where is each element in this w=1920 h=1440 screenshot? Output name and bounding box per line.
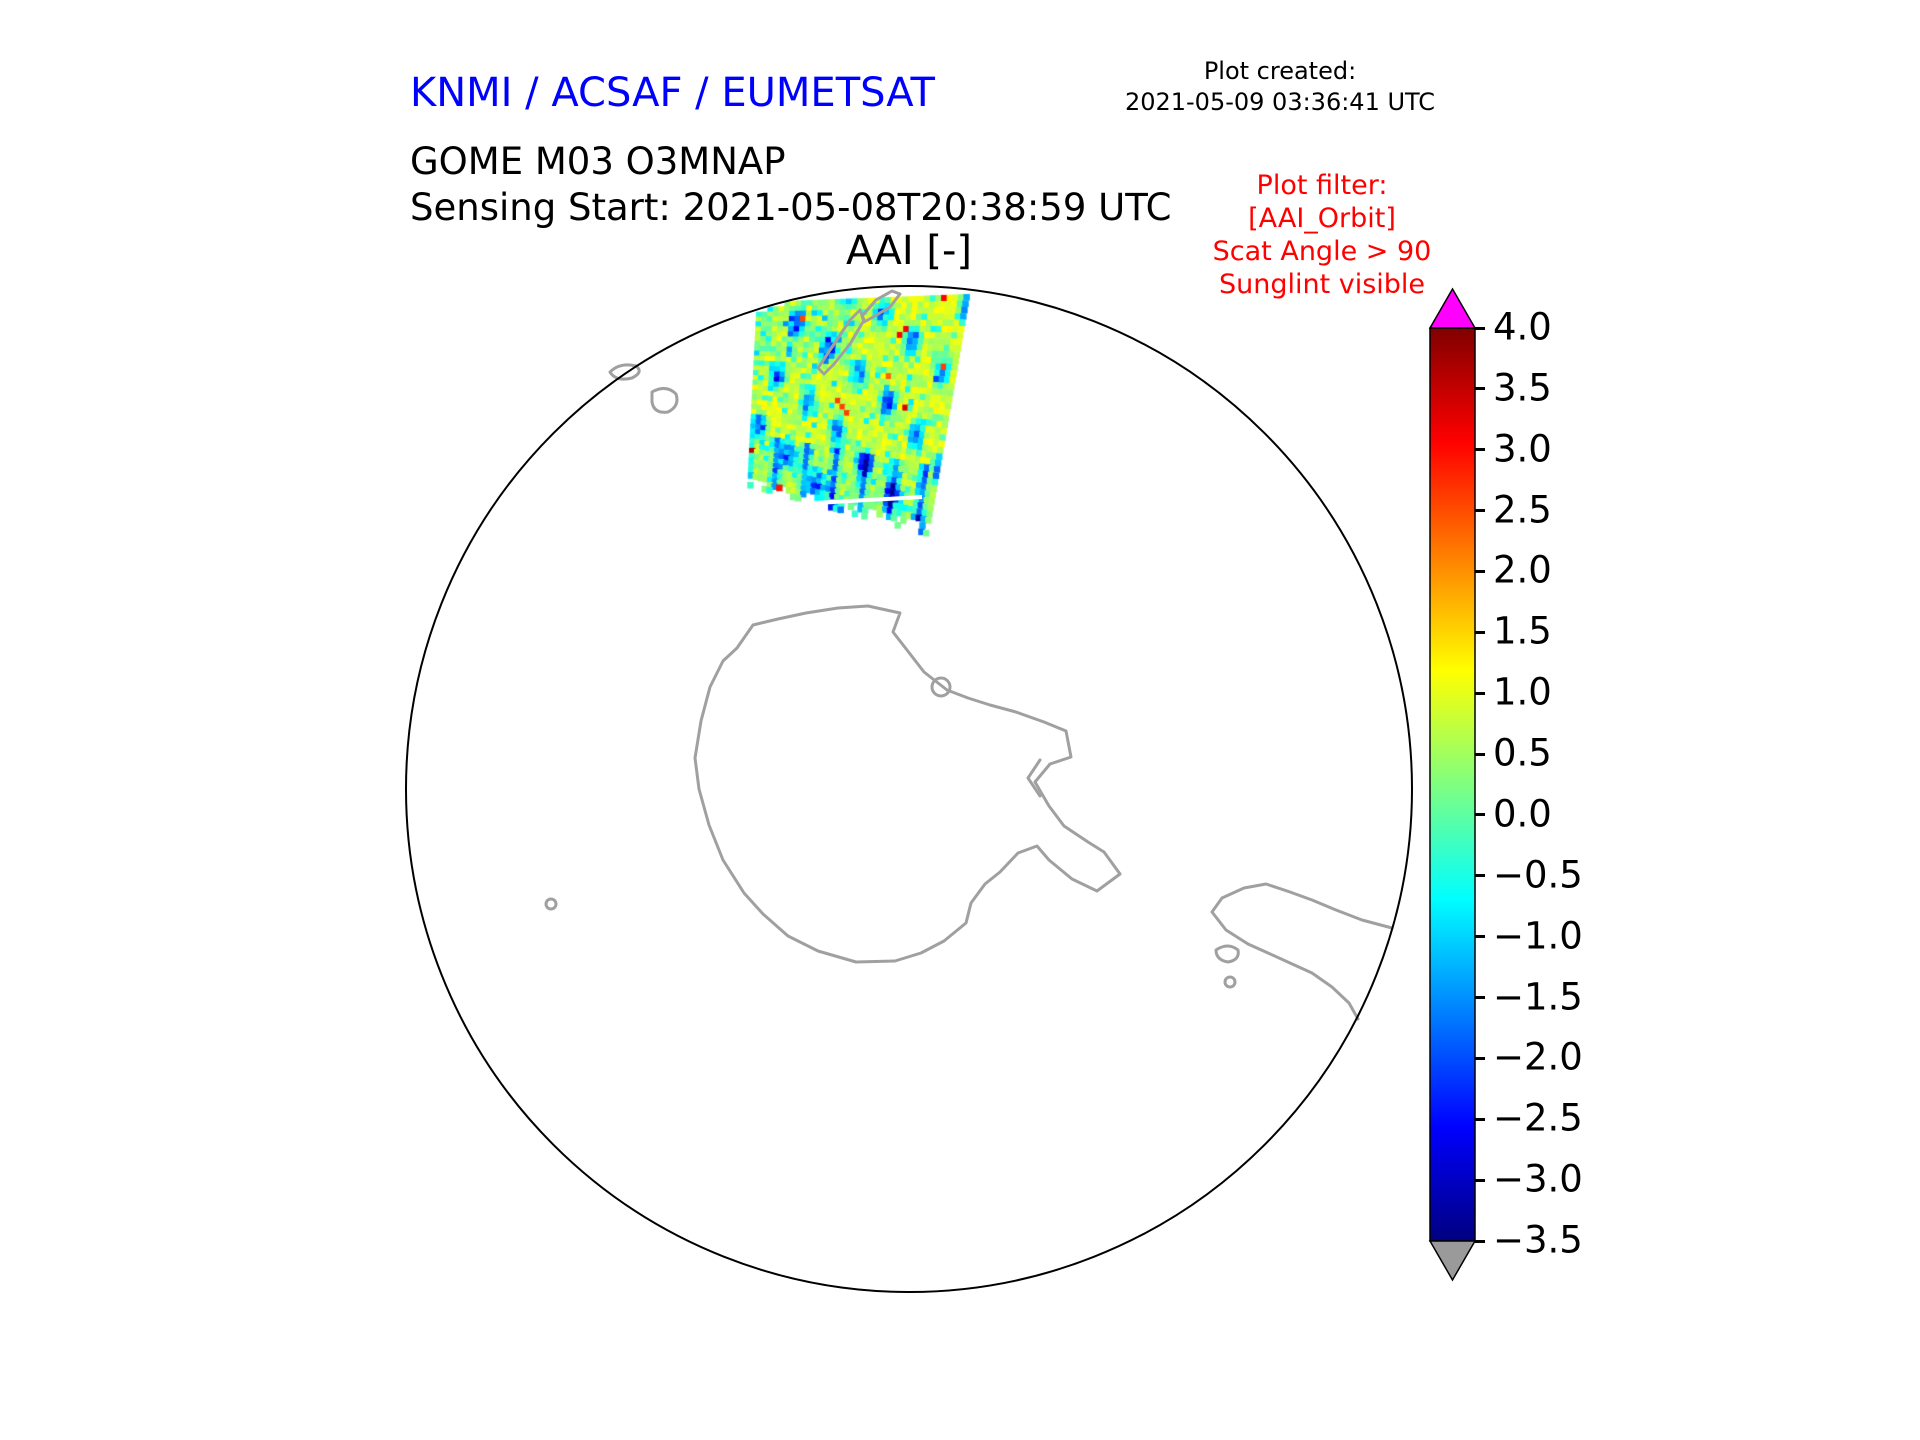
plot-filter-line-3: Sunglint visible — [1218, 268, 1426, 300]
sensing-start-label: Sensing Start: 2021-05-08T20:38:59 UTC — [410, 186, 1172, 229]
colorbar-under-arrow — [1428, 1240, 1477, 1282]
colorbar-tick-mark — [1475, 1239, 1485, 1243]
colorbar-tick-mark — [1475, 1056, 1485, 1060]
colorbar-tick-mark — [1475, 874, 1485, 878]
coastline-small-island-2 — [544, 897, 558, 911]
map-boundary-circle — [405, 285, 1413, 1293]
colorbar-tick-label: 1.5 — [1493, 609, 1552, 653]
colorbar-tick-label: −3.0 — [1493, 1157, 1583, 1201]
coastline-antarctica — [693, 604, 1122, 964]
colorbar-tick-mark — [1475, 1117, 1485, 1121]
agency-title: KNMI / ACSAF / EUMETSAT — [410, 70, 935, 116]
coastline-antarctica-inlet — [1026, 758, 1042, 798]
colorbar-tick-label: 3.0 — [1493, 427, 1552, 471]
plot-filter-line-2: Scat Angle > 90 — [1212, 235, 1432, 267]
colorbar-tick-label: −1.0 — [1493, 914, 1583, 958]
plot-title: AAI [-] — [846, 228, 972, 274]
coastline-small-island-1 — [1223, 975, 1237, 989]
colorbar-tick-label: −1.5 — [1493, 975, 1583, 1019]
colorbar-tick-mark — [1475, 509, 1485, 513]
colorbar-tick-label: 0.0 — [1493, 792, 1552, 836]
colorbar-tick-mark — [1475, 813, 1485, 817]
coastline-island-knob — [930, 676, 952, 698]
plot-created-label: Plot created: — [1203, 57, 1357, 85]
colorbar-tick-label: −2.0 — [1493, 1036, 1583, 1080]
colorbar-tick-mark — [1475, 326, 1485, 330]
plot-created-block: Plot created: 2021-05-09 03:36:41 UTC — [1100, 56, 1460, 118]
swath-divider-line — [742, 495, 923, 509]
plot-filter-block: Plot filter: [AAI_Orbit] Scat Angle > 90… — [1142, 170, 1502, 302]
colorbar-tick-label: −0.5 — [1493, 853, 1583, 897]
colorbar-tick-label: 4.0 — [1493, 305, 1552, 349]
coastline-new-zealand-north-island — [860, 289, 902, 324]
coastline-south-america — [1210, 882, 1394, 1021]
colorbar-tick-mark — [1475, 691, 1485, 695]
colorbar-tick-label: 3.5 — [1493, 366, 1552, 410]
colorbar-tick-label: 2.0 — [1493, 549, 1552, 593]
colorbar-tick-mark — [1475, 996, 1485, 1000]
plot-filter-label: Plot filter: — [1256, 170, 1388, 201]
colorbar-tick-mark — [1475, 448, 1485, 452]
colorbar-tick-mark — [1475, 1178, 1485, 1182]
colorbar-tick-mark — [1475, 630, 1485, 634]
colorbar-tick-label: −2.5 — [1493, 1096, 1583, 1140]
colorbar-tick-mark — [1475, 935, 1485, 939]
colorbar-tick-mark — [1475, 752, 1485, 756]
colorbar-tick-label: 1.0 — [1493, 670, 1552, 714]
colorbar-tick-label: 2.5 — [1493, 488, 1552, 532]
plot-created-timestamp: 2021-05-09 03:36:41 UTC — [1124, 88, 1436, 117]
coastline-tierra-del-fuego-island — [1214, 944, 1240, 964]
coastline-island-upper-left-2 — [650, 387, 679, 414]
colorbar-tick-label: −3.5 — [1493, 1218, 1583, 1262]
colorbar-tick-mark — [1475, 569, 1485, 573]
colorbar-tick-mark — [1475, 387, 1485, 391]
colorbar-tick-label: 0.5 — [1493, 731, 1552, 775]
plot-filter-line-1: [AAI_Orbit] — [1248, 202, 1396, 234]
product-title: GOME M03 O3MNAP — [410, 140, 786, 183]
colorbar-over-arrow — [1428, 287, 1477, 329]
